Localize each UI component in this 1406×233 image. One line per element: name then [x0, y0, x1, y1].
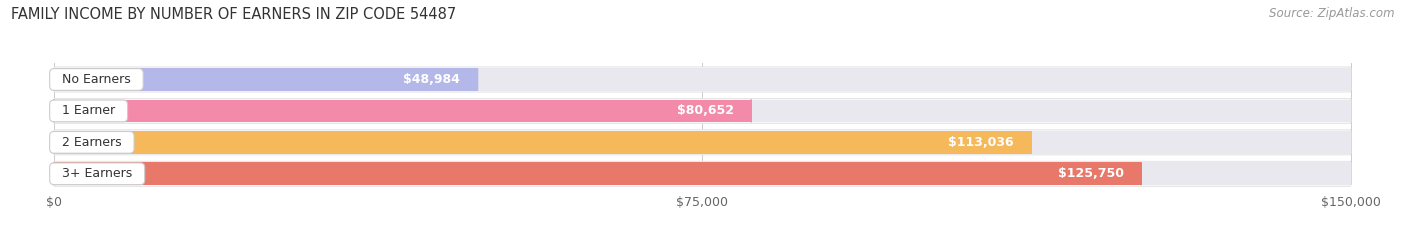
Bar: [53, 99, 751, 122]
Bar: [53, 162, 1351, 185]
FancyBboxPatch shape: [53, 130, 1351, 155]
Bar: [53, 162, 1140, 185]
Bar: [53, 131, 1351, 154]
Text: $113,036: $113,036: [948, 136, 1014, 149]
FancyBboxPatch shape: [53, 98, 1351, 123]
Text: 2 Earners: 2 Earners: [53, 136, 129, 149]
Text: $125,750: $125,750: [1057, 167, 1123, 180]
FancyBboxPatch shape: [53, 67, 1351, 92]
Text: FAMILY INCOME BY NUMBER OF EARNERS IN ZIP CODE 54487: FAMILY INCOME BY NUMBER OF EARNERS IN ZI…: [11, 7, 457, 22]
Bar: [53, 99, 1351, 122]
Text: 3+ Earners: 3+ Earners: [53, 167, 141, 180]
FancyBboxPatch shape: [53, 161, 1351, 186]
Text: $80,652: $80,652: [676, 104, 734, 117]
Bar: [53, 68, 478, 91]
Bar: [53, 131, 1031, 154]
Bar: [53, 68, 1351, 91]
Text: No Earners: No Earners: [53, 73, 139, 86]
Text: $48,984: $48,984: [404, 73, 460, 86]
Text: 1 Earner: 1 Earner: [53, 104, 124, 117]
Text: Source: ZipAtlas.com: Source: ZipAtlas.com: [1270, 7, 1395, 20]
